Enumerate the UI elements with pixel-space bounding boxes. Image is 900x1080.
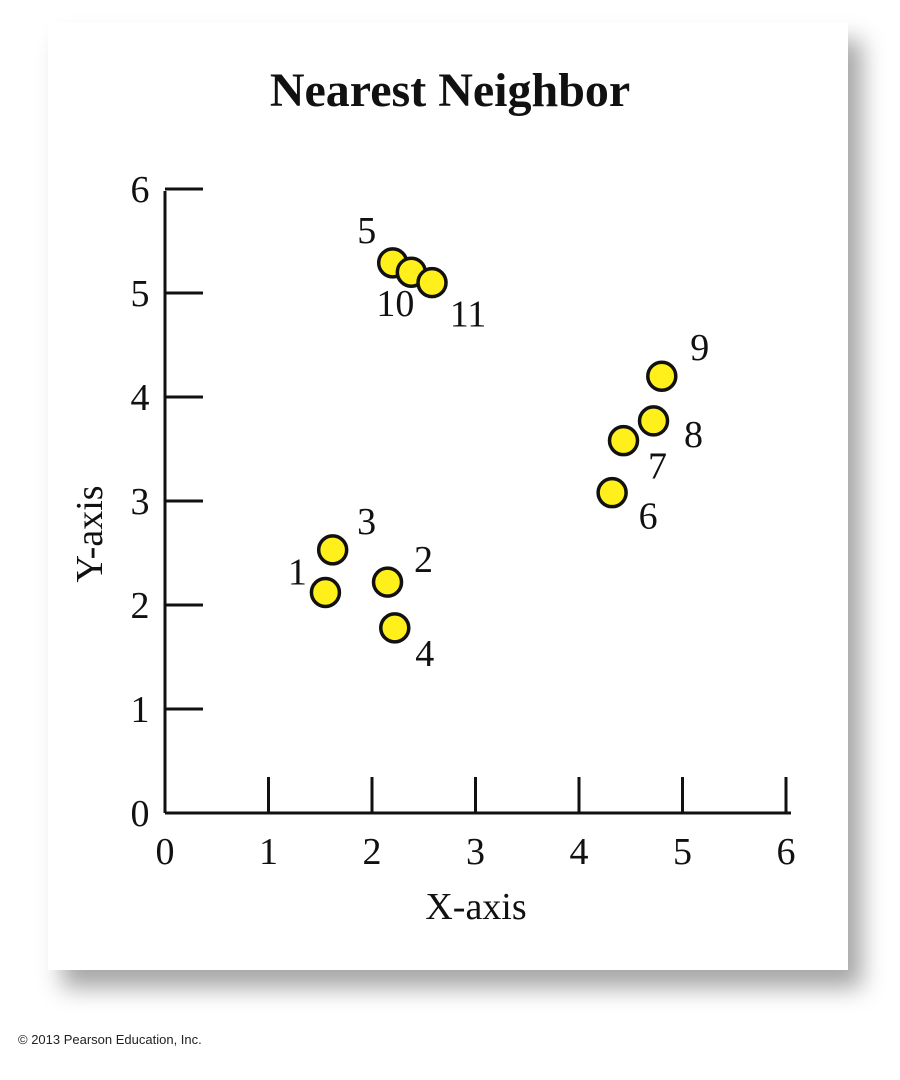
x-tick-label: 4 [570, 831, 589, 873]
copyright-notice: © 2013 Pearson Education, Inc. [18, 1032, 202, 1047]
data-point-11 [416, 266, 448, 299]
y-tick-label: 2 [131, 585, 150, 627]
x-axis-label: X-axis [425, 886, 526, 928]
chart-title: Nearest Neighbor [270, 64, 630, 117]
x-tick-label: 0 [156, 831, 175, 873]
point-label-6: 6 [639, 496, 658, 538]
data-point-2 [371, 566, 404, 598]
data-point-4 [379, 612, 411, 644]
y-tick-label: 4 [131, 377, 150, 419]
y-axis-label: Y-axis [69, 485, 111, 582]
data-point-8 [637, 405, 670, 437]
point-label-2: 2 [414, 539, 433, 581]
x-tick-label: 3 [466, 831, 485, 873]
point-label-3: 3 [357, 501, 376, 543]
point-label-8: 8 [684, 414, 703, 456]
point-label-7: 7 [648, 446, 667, 488]
y-tick-label: 3 [131, 481, 150, 523]
point-label-1: 1 [288, 552, 307, 594]
data-point-3 [316, 534, 349, 566]
y-tick-label: 6 [131, 169, 150, 211]
point-label-4: 4 [415, 633, 434, 675]
y-tick-label: 5 [131, 273, 150, 315]
point-label-11: 11 [450, 294, 487, 336]
x-tick-label: 2 [363, 831, 382, 873]
data-point-7 [607, 424, 640, 457]
point-label-9: 9 [690, 327, 709, 369]
point-label-10: 10 [376, 283, 414, 325]
y-tick-label: 1 [131, 689, 150, 731]
x-tick-label: 5 [673, 831, 692, 873]
x-tick-label: 6 [777, 831, 796, 873]
point-label-5: 5 [357, 210, 376, 252]
y-tick-label: 0 [131, 793, 150, 835]
data-point-9 [646, 360, 678, 392]
data-point-1 [309, 576, 342, 609]
data-point-6 [596, 476, 628, 509]
x-tick-label: 1 [259, 831, 278, 873]
